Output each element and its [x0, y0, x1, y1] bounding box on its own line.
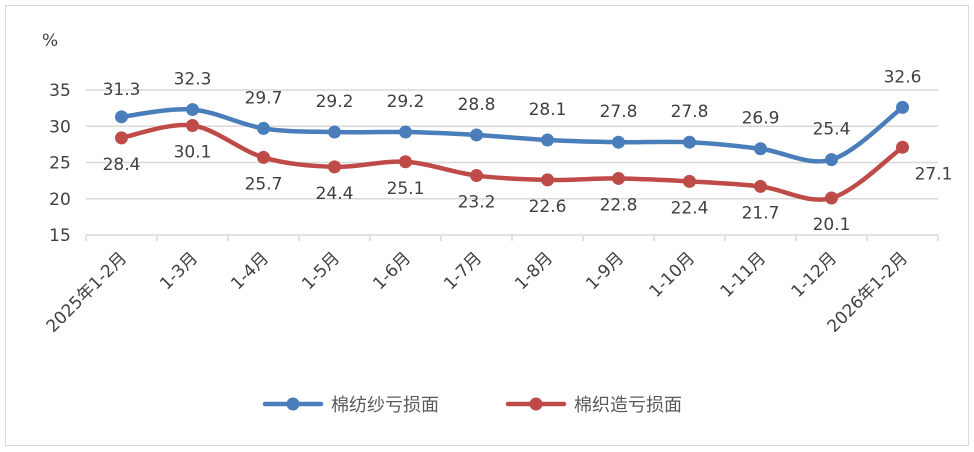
- data-point: [257, 121, 270, 135]
- data-point: [257, 150, 270, 164]
- data-point: [683, 174, 696, 188]
- data-point: [470, 169, 483, 183]
- data-label: 25.4: [813, 120, 851, 140]
- data-label: 21.7: [742, 203, 780, 223]
- data-point: [825, 191, 838, 205]
- data-label: 27.8: [671, 102, 709, 122]
- data-label: 26.9: [742, 109, 780, 129]
- legend-marker-1: [286, 397, 300, 411]
- data-label: 30.1: [174, 143, 212, 163]
- legend-label-1: 棉纺纱亏损面: [331, 395, 439, 416]
- data-label: 27.1: [915, 164, 953, 184]
- y-tick-label: 25: [49, 154, 71, 174]
- legend-label-2: 棉织造亏损面: [574, 395, 682, 416]
- data-point: [683, 135, 696, 149]
- data-point: [612, 135, 625, 149]
- data-label: 28.1: [529, 100, 567, 120]
- data-point: [541, 133, 554, 147]
- data-label: 25.7: [245, 174, 283, 194]
- data-point: [186, 119, 199, 133]
- data-label: 28.4: [103, 155, 141, 175]
- data-point: [115, 110, 128, 124]
- data-point: [612, 171, 625, 185]
- data-point: [754, 179, 767, 193]
- data-point: [541, 173, 554, 187]
- data-point: [896, 100, 909, 114]
- data-point: [754, 142, 767, 156]
- data-label: 25.1: [387, 179, 425, 199]
- y-tick-label: 30: [49, 117, 71, 137]
- data-point: [328, 160, 341, 174]
- data-point: [328, 125, 341, 139]
- data-label: 20.1: [813, 215, 851, 235]
- data-label: 32.6: [884, 67, 922, 87]
- data-point: [399, 155, 412, 169]
- data-label: 24.4: [316, 184, 354, 204]
- data-label: 22.4: [671, 198, 709, 218]
- data-point: [115, 131, 128, 145]
- data-point: [825, 153, 838, 167]
- data-label: 22.6: [529, 197, 567, 217]
- data-point: [470, 128, 483, 142]
- data-point: [399, 125, 412, 139]
- chart-border: [5, 5, 969, 446]
- y-axis-unit-label: %: [42, 31, 58, 51]
- data-label: 29.2: [316, 92, 354, 112]
- data-label: 28.8: [458, 95, 496, 115]
- data-label: 23.2: [458, 193, 496, 213]
- data-point: [186, 103, 199, 117]
- data-label: 27.8: [600, 102, 638, 122]
- data-label: 31.3: [103, 80, 141, 100]
- data-point: [896, 140, 909, 154]
- data-label: 29.7: [245, 88, 283, 108]
- data-label: 22.8: [600, 195, 638, 215]
- y-tick-label: 15: [49, 226, 71, 246]
- y-tick-label: 20: [49, 190, 71, 210]
- data-label: 32.3: [174, 70, 212, 90]
- y-tick-label: 35: [49, 81, 71, 101]
- data-label: 29.2: [387, 92, 425, 112]
- legend-marker-2: [529, 397, 543, 411]
